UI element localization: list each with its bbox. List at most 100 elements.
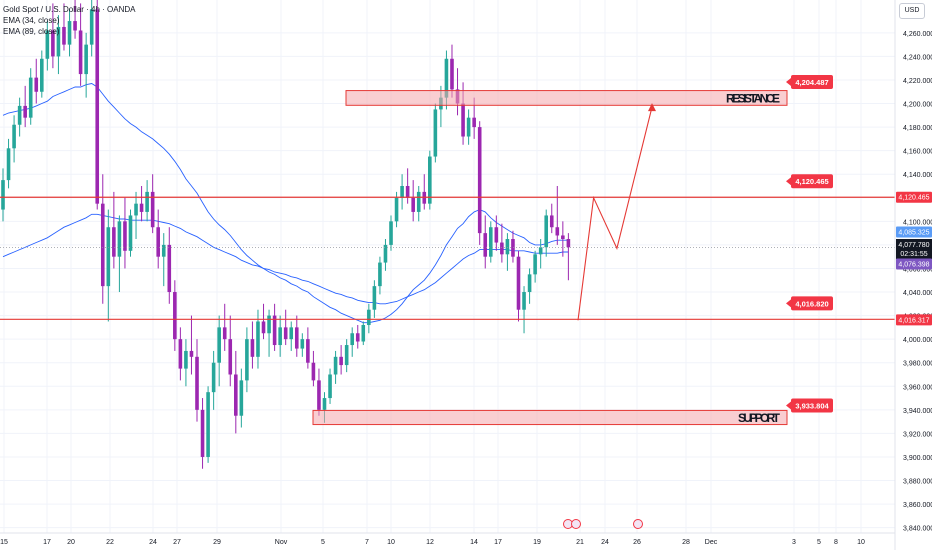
price-tick-label: 3,940.000 [903,408,932,415]
time-tick-label: 10 [857,539,865,546]
price-axis[interactable]: 4,260.000 4,240.000 4,220.000 4,200.000 4,18… [894,0,932,550]
candle-body [400,186,404,198]
candle-body [383,244,388,263]
countdown-tag: 02:31:55 [900,251,927,258]
price-axis-bg[interactable] [895,0,932,550]
candle-body [45,30,50,59]
chart-grid [0,0,895,533]
time-tick-label: 28 [682,539,690,546]
ema89-tag-bg[interactable] [896,258,932,270]
candle-body [145,191,149,212]
ema89-line [2,213,569,305]
candle-body [40,58,44,92]
chart-legend: Gold Spot / U.S. Dollar · 4h · OANDA EMA… [3,4,136,37]
candle-body [84,44,88,75]
zone-badge-bg[interactable] [791,398,833,413]
candle-body [405,186,410,198]
level-tag-1-bg[interactable] [896,191,932,203]
candle-body [178,339,183,369]
candle-body [239,380,244,416]
price-tick-label: 4,240.000 [903,54,932,61]
candle-body [117,221,122,257]
resistance-zone[interactable] [345,90,788,106]
price-tick-label: 4,160.000 [903,149,932,156]
time-tick-label: 17 [494,539,502,546]
candle-body [189,350,194,357]
time-tick-label: 27 [173,539,181,546]
candle-body [411,197,415,212]
candle-body [450,58,454,90]
candle-body [339,356,343,366]
time-tick-label: Nov [275,539,288,546]
candle-body [433,109,438,157]
time-tick-label: 12 [426,539,434,546]
projection-path[interactable] [577,106,653,321]
candle-body [461,103,465,137]
time-axis[interactable]: 15 17 20 22 24 27 29 Nov 5 7 10 12 14 17 19 21 24 26 28 Dec… [0,519,895,547]
candle-body [211,362,216,393]
time-tick-label: 5 [817,539,821,546]
candle-body [533,254,537,275]
candle-body [538,247,543,255]
currency-button[interactable]: USD [899,3,925,19]
candle-body [89,9,94,45]
candle-body [278,327,282,346]
candle-body [500,242,504,255]
time-tick-label: 15 [0,539,8,546]
candle-body [234,374,238,416]
time-tick-label: 26 [633,539,641,546]
zone-badge-bg[interactable] [791,74,833,89]
candle-body [1,180,5,210]
candle-body [372,286,377,310]
candle-body [300,339,305,349]
candle-body [488,227,493,257]
drawing-overlays[interactable]: 4,120.465 4,016.820 RESISTANCE 4,204.487 SUP… [0,74,895,426]
level-badge-bg[interactable] [791,174,833,189]
zone-badge: 4,204.487 [795,78,828,87]
economic-event-icon[interactable] [571,519,581,529]
ema-lines [2,83,569,324]
candle-body [195,356,199,410]
candle-body [200,409,205,457]
ema34-legend[interactable]: EMA (34, close) [3,16,60,25]
candle-body [389,221,393,245]
candle-body [106,227,111,287]
candle-body [173,292,177,340]
time-tick-label: 19 [533,539,541,546]
symbol-title[interactable]: Gold Spot / U.S. Dollar · 4h · OANDA [3,5,136,14]
candle-body [311,362,316,381]
candle-body [34,77,39,92]
candle-body [161,244,166,257]
candle-body [128,215,133,251]
price-tick-label: 4,220.000 [903,78,932,85]
price-tick-label: 4,060.000 [903,266,932,273]
candle-body [256,321,260,357]
candle-body [123,221,127,251]
level-badge-pointer [786,299,791,308]
time-tick-label: 7 [365,539,369,546]
candle-body [416,191,421,212]
candle-body [17,105,22,125]
level-tag-2-bg[interactable] [896,314,932,326]
level-badge: 4,120.465 [795,177,828,186]
candle-body [444,58,449,98]
last-price-tag-bg[interactable] [896,239,932,259]
price-tick-label: 4,140.000 [903,172,932,179]
candle-body [428,156,432,204]
level-badge-bg[interactable] [791,296,833,311]
support-zone[interactable] [312,409,788,426]
ema34-tag-bg[interactable] [896,226,932,238]
candle-body [477,127,482,234]
time-tick-label: 22 [106,539,114,546]
time-tick-label: 3 [792,539,796,546]
price-tick-label: 4,000.000 [903,337,932,344]
candle-body [167,244,172,293]
price-tick-label: 4,100.000 [903,219,932,226]
support-label: SUPPORT [738,411,781,425]
ema89-legend[interactable]: EMA (89, close) [3,27,60,36]
economic-event-icon[interactable] [633,519,643,529]
candle-body [73,21,77,31]
time-tick-label: 8 [834,539,838,546]
candle-body [184,350,188,369]
